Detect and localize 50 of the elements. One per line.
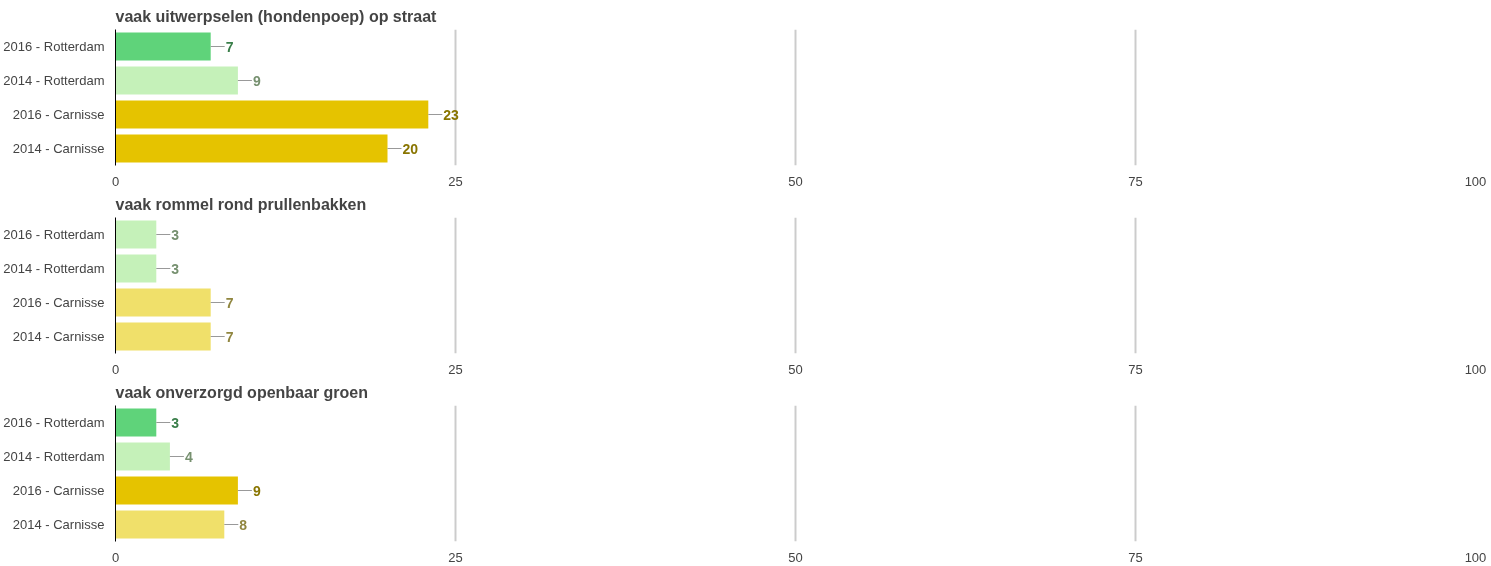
bar (115, 476, 238, 505)
y-tick-label: 2014 - Rotterdam (3, 73, 105, 88)
x-tick-label: 25 (448, 549, 463, 565)
data-label: 4 (184, 448, 193, 465)
data-label: 3 (171, 226, 180, 243)
x-tick-label: 0 (111, 173, 120, 189)
x-tick-label: 75 (1128, 361, 1143, 377)
y-tick-label: 2016 - Carnisse (12, 295, 105, 310)
data-label: 20 (402, 140, 419, 157)
bar (115, 134, 388, 163)
y-tick-label: 2016 - Rotterdam (3, 415, 105, 430)
y-tick-label: 2016 - Rotterdam (3, 227, 105, 242)
x-tick-label: 100 (1464, 549, 1487, 565)
data-label: 7 (225, 294, 234, 311)
chart-title: vaak onverzorgd openbaar groen (115, 383, 369, 401)
y-tick-label: 2014 - Carnisse (12, 517, 105, 532)
x-tick-label: 100 (1464, 361, 1487, 377)
x-tick-label: 25 (448, 173, 463, 189)
x-tick-label: 50 (788, 173, 803, 189)
x-tick-label: 0 (111, 361, 120, 377)
y-tick-label: 2016 - Carnisse (12, 107, 105, 122)
data-label: 8 (239, 516, 248, 533)
y-tick-label: 2014 - Carnisse (12, 141, 105, 156)
x-tick-label: 75 (1128, 173, 1143, 189)
data-label: 9 (252, 72, 261, 89)
data-label: 7 (225, 38, 234, 55)
bar (115, 100, 429, 129)
bar (115, 442, 170, 471)
chart-title: vaak uitwerpselen (hondenpoep) op straat (115, 7, 438, 25)
bar (115, 408, 157, 437)
y-tick-label: 2016 - Rotterdam (3, 39, 105, 54)
data-label: 3 (171, 260, 180, 277)
data-label: 3 (171, 414, 180, 431)
y-tick-label: 2014 - Rotterdam (3, 449, 105, 464)
y-tick-label: 2014 - Carnisse (12, 329, 105, 344)
x-tick-label: 50 (788, 549, 803, 565)
bar (115, 66, 238, 95)
x-tick-label: 25 (448, 361, 463, 377)
bar (115, 510, 225, 539)
y-tick-label: 2016 - Carnisse (12, 483, 105, 498)
data-label: 23 (443, 106, 460, 123)
x-tick-label: 0 (111, 549, 120, 565)
data-label: 9 (252, 482, 261, 499)
chart-title: vaak rommel rond prullenbakken (115, 195, 367, 213)
bar (115, 32, 211, 61)
data-label: 7 (225, 328, 234, 345)
x-tick-label: 100 (1464, 173, 1487, 189)
x-tick-label: 75 (1128, 549, 1143, 565)
x-tick-label: 50 (788, 361, 803, 377)
y-tick-label: 2014 - Rotterdam (3, 261, 105, 276)
